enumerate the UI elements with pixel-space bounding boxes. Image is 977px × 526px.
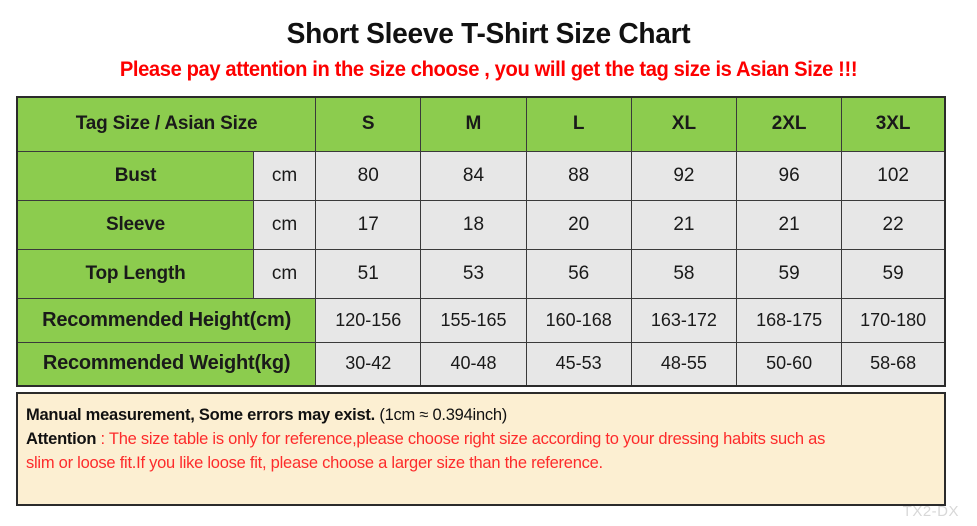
cell-bust-3xl: 102 xyxy=(841,150,946,201)
table-header-row: Tag Size / Asian Size S M L XL 2XL 3XL xyxy=(16,96,946,152)
table-row: Recommended Height(cm) 120-156 155-165 1… xyxy=(16,297,946,343)
column-header-l: L xyxy=(525,96,632,152)
cell-top-length-3xl: 59 xyxy=(841,248,946,299)
cell-bust-l: 88 xyxy=(525,150,632,201)
column-header-xl: XL xyxy=(630,96,738,152)
cell-height-2xl: 168-175 xyxy=(736,297,843,343)
column-header-3xl: 3XL xyxy=(841,96,946,152)
size-chart-table: Tag Size / Asian Size S M L XL 2XL 3XL B… xyxy=(16,96,946,387)
table-row: Top Length cm 51 53 56 58 59 59 xyxy=(16,248,946,299)
note-conversion-value: (1cm ≈ 0.394inch) xyxy=(379,406,508,424)
row-unit-top-length: cm xyxy=(252,248,317,299)
cell-weight-3xl: 58-68 xyxy=(841,341,946,387)
note-attention-text: : The size table is only for reference,p… xyxy=(96,430,826,448)
cell-bust-s: 80 xyxy=(315,150,422,201)
row-unit-sleeve: cm xyxy=(252,199,317,250)
cell-height-m: 155-165 xyxy=(420,297,527,343)
cell-top-length-l: 56 xyxy=(525,248,632,299)
cell-bust-2xl: 96 xyxy=(736,150,843,201)
cell-weight-m: 40-48 xyxy=(420,341,527,387)
cell-height-xl: 163-172 xyxy=(630,297,738,343)
cell-sleeve-2xl: 21 xyxy=(736,199,843,250)
cell-height-s: 120-156 xyxy=(315,297,422,343)
row-label-top-length: Top Length xyxy=(16,248,254,299)
attention-subtitle: Please pay attention in the size choose … xyxy=(119,58,858,81)
disclaimer-box: Manual measurement, Some errors may exis… xyxy=(16,392,946,506)
row-label-recommended-weight: Recommended Weight(kg) xyxy=(16,341,317,387)
cell-top-length-s: 51 xyxy=(315,248,422,299)
cell-sleeve-s: 17 xyxy=(315,199,422,250)
cell-height-3xl: 170-180 xyxy=(841,297,946,343)
cell-top-length-2xl: 59 xyxy=(736,248,843,299)
page-title: Short Sleeve T-Shirt Size Chart xyxy=(286,18,691,50)
cell-sleeve-l: 20 xyxy=(525,199,632,250)
note-line-attention: Attention : The size table is only for r… xyxy=(26,427,936,451)
cell-sleeve-m: 18 xyxy=(420,199,527,250)
column-header-m: M xyxy=(420,96,527,152)
watermark-label: TX2-DX xyxy=(902,503,959,520)
note-measurement-label: Manual measurement, Some errors may exis… xyxy=(26,406,375,424)
row-label-recommended-height: Recommended Height(cm) xyxy=(16,297,317,343)
cell-sleeve-3xl: 22 xyxy=(841,199,946,250)
row-label-sleeve: Sleeve xyxy=(16,199,254,250)
cell-weight-s: 30-42 xyxy=(315,341,422,387)
cell-height-l: 160-168 xyxy=(525,297,632,343)
cell-bust-xl: 92 xyxy=(630,150,738,201)
row-unit-bust: cm xyxy=(252,150,317,201)
table-row: Recommended Weight(kg) 30-42 40-48 45-53… xyxy=(16,341,946,387)
column-header-s: S xyxy=(315,96,422,152)
header-row-label: Tag Size / Asian Size xyxy=(16,96,317,152)
cell-bust-m: 84 xyxy=(420,150,527,201)
note-attention-label: Attention xyxy=(26,430,97,448)
cell-weight-l: 45-53 xyxy=(525,341,632,387)
note-line-fit: slim or loose fit.If you like loose fit,… xyxy=(26,454,603,472)
table-row: Bust cm 80 84 88 92 96 102 xyxy=(16,150,946,201)
cell-weight-2xl: 50-60 xyxy=(736,341,843,387)
column-header-2xl: 2XL xyxy=(736,96,843,152)
cell-top-length-m: 53 xyxy=(420,248,527,299)
cell-weight-xl: 48-55 xyxy=(630,341,738,387)
table-row: Sleeve cm 17 18 20 21 21 22 xyxy=(16,199,946,250)
note-line-measurement: Manual measurement, Some errors may exis… xyxy=(26,403,936,427)
row-label-bust: Bust xyxy=(16,150,254,201)
cell-sleeve-xl: 21 xyxy=(630,199,738,250)
cell-top-length-xl: 58 xyxy=(630,248,738,299)
